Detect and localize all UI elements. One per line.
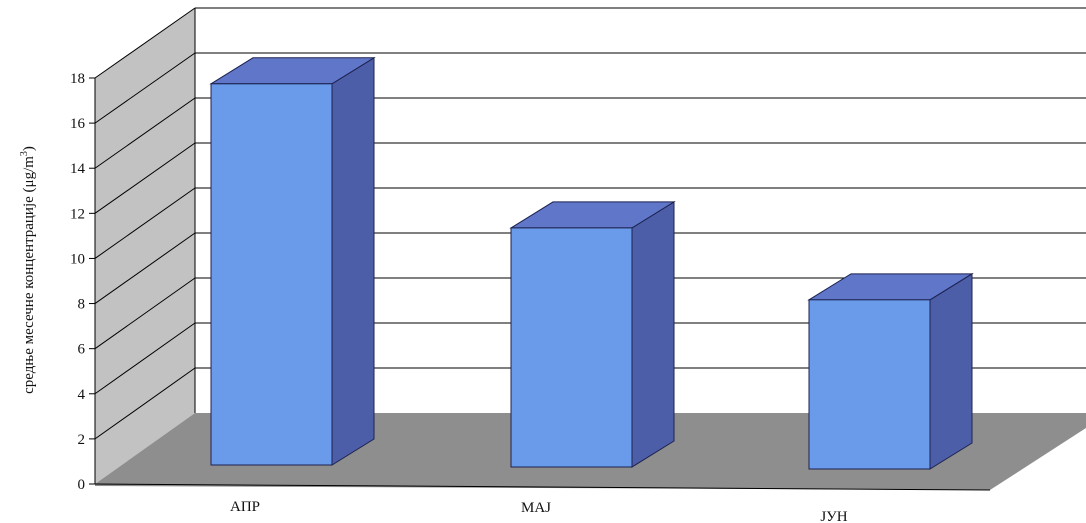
y-tick-label: 6 bbox=[78, 342, 86, 358]
gridline-side bbox=[94, 187, 196, 259]
x-tick-label: ЈУН bbox=[820, 509, 847, 523]
y-tick-label: 8 bbox=[78, 297, 86, 313]
gridline-side bbox=[94, 97, 196, 169]
y-tick-label: 16 bbox=[70, 116, 86, 132]
gridline-side bbox=[94, 142, 196, 214]
gridline-side bbox=[94, 367, 196, 440]
x-tick-label: МАЈ bbox=[521, 500, 551, 516]
y-axis-label-close: ) bbox=[21, 146, 37, 151]
gridline-side bbox=[94, 277, 196, 350]
gridline-side bbox=[94, 52, 196, 124]
y-tick-label: 4 bbox=[78, 387, 86, 403]
y-tick-label: 0 bbox=[78, 477, 86, 493]
x-tick-label: АПР bbox=[230, 499, 260, 515]
bar bbox=[807, 272, 974, 470]
bar bbox=[509, 201, 676, 468]
y-axis-label-main: средње месечне концентрације (μg/m bbox=[21, 156, 37, 394]
bars bbox=[209, 56, 974, 470]
y-axis: 0 2 4 6 8 10 12 14 16 18 bbox=[70, 8, 991, 493]
gridline-side bbox=[94, 322, 196, 395]
y-tick-label: 10 bbox=[70, 251, 85, 267]
y-axis-label-superscript: 3 bbox=[19, 151, 30, 156]
y-tick-label: 2 bbox=[78, 432, 86, 448]
y-tick-label: 18 bbox=[70, 71, 85, 87]
y-tick-label: 12 bbox=[70, 206, 85, 222]
bar bbox=[209, 56, 376, 466]
x-axis-line bbox=[94, 483, 991, 491]
gridline-side bbox=[94, 7, 196, 79]
y-tick-label: 14 bbox=[70, 161, 86, 177]
gridline-side bbox=[94, 232, 196, 304]
x-axis-labels: АПР МАЈ ЈУН bbox=[230, 499, 848, 523]
y-axis-label: средње месечне концентрације (μg/m3) bbox=[19, 146, 37, 394]
left-wall bbox=[95, 8, 195, 484]
